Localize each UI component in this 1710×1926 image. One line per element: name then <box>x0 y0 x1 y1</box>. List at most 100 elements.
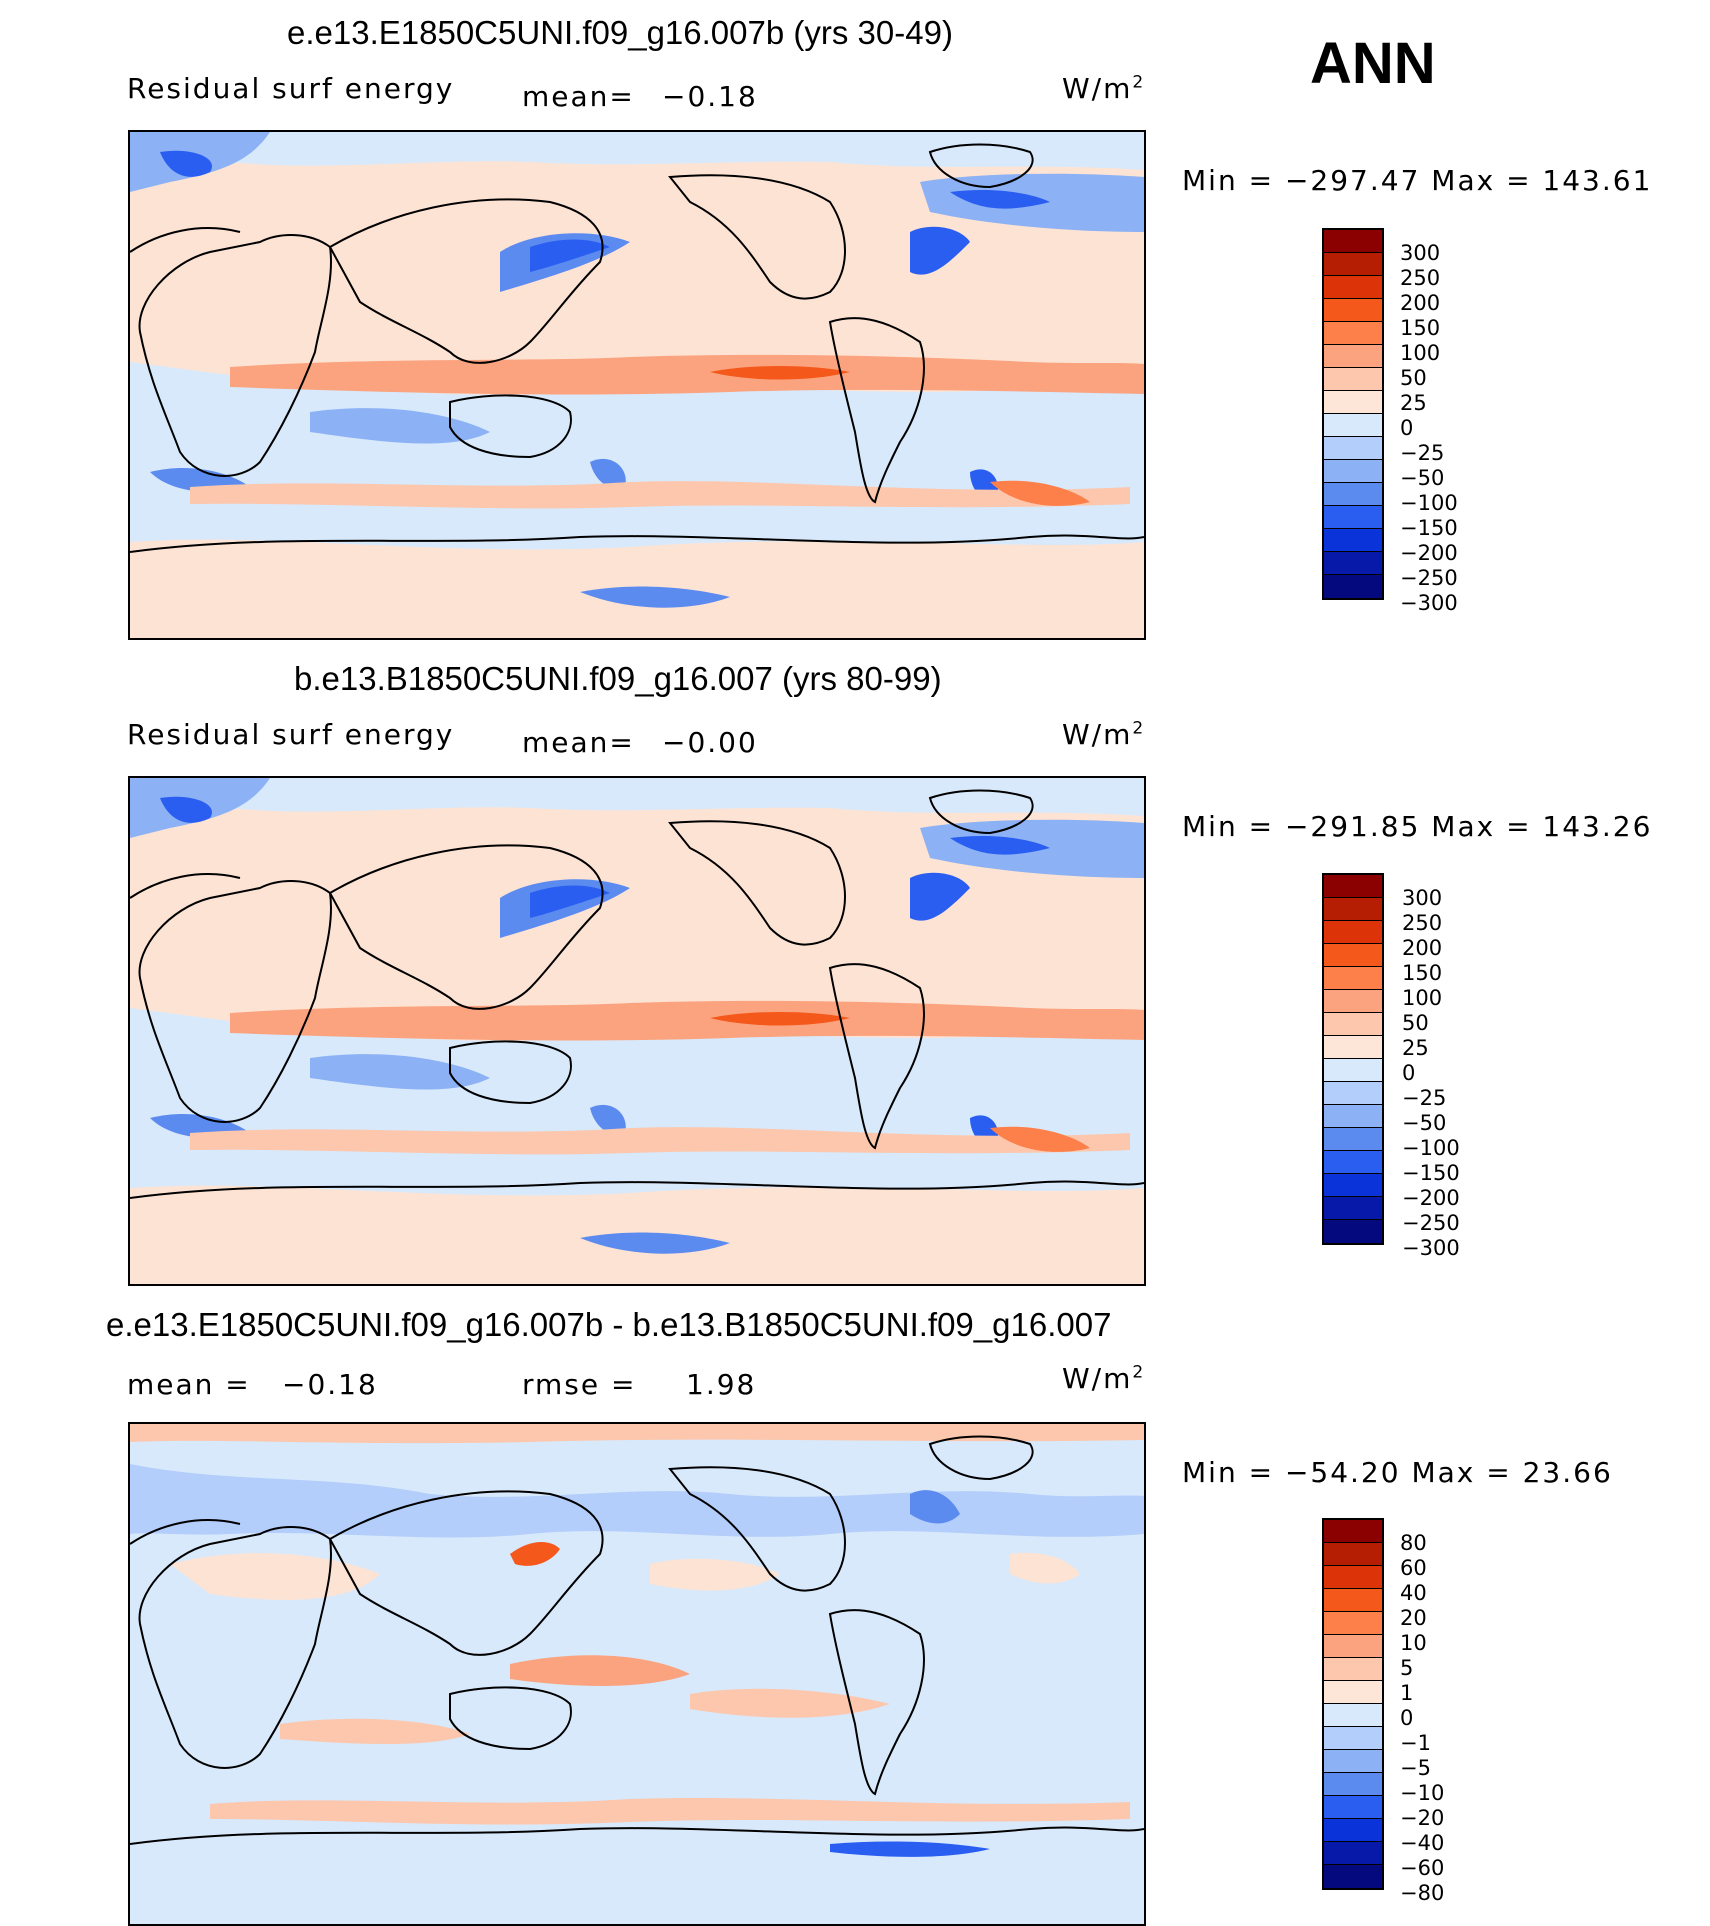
panel1-colorbar-box <box>1324 460 1382 483</box>
colorbar-tick-label: 0 <box>1402 1061 1416 1085</box>
panel3-colorbar-box <box>1324 1750 1382 1773</box>
colorbar-tick-label: 50 <box>1400 366 1427 390</box>
panel2-arctic-band <box>130 778 1144 816</box>
panel3-colorbar-box <box>1324 1543 1382 1566</box>
panel3-atlantic-warm <box>1010 1552 1080 1584</box>
panel1-colorbar-box <box>1324 529 1382 552</box>
panel2-colorbar-box <box>1324 990 1382 1013</box>
colorbar-tick-label: −1 <box>1400 1731 1431 1755</box>
panel2-colorbar-box <box>1324 875 1382 898</box>
colorbar-tick-label: −25 <box>1402 1086 1447 1110</box>
panel2-mean-value: −0.00 <box>662 726 758 759</box>
panel2-southern-ocean-warm <box>190 1127 1130 1155</box>
panel2-colorbar-box <box>1324 1082 1382 1105</box>
panel3-colorbar-box <box>1324 1773 1382 1796</box>
panel1-na-core <box>950 190 1050 209</box>
panel3-antarctica <box>130 1826 1144 1845</box>
panel3-mean-value: −0.18 <box>282 1368 378 1401</box>
colorbar-tick-label: −5 <box>1400 1756 1431 1780</box>
panel2-colorbar-box <box>1324 1036 1382 1059</box>
panel3-weddell-cold <box>830 1841 990 1857</box>
colorbar-tick-label: −25 <box>1400 441 1445 465</box>
panel2-colorbar-box <box>1324 1220 1382 1243</box>
panel3-north-america <box>668 1466 846 1592</box>
panel2-kuroshio-core <box>530 885 610 918</box>
panel1-asia <box>328 198 604 364</box>
panel2-sw-atlantic-warm <box>990 1126 1090 1152</box>
panel2-equatorial-warm-band <box>230 1000 1144 1041</box>
colorbar-tick-label: 1 <box>1400 1681 1414 1705</box>
colorbar-tick-label: 250 <box>1400 266 1441 290</box>
colorbar-tick-label: 40 <box>1400 1581 1427 1605</box>
panel3-coastlines <box>130 1435 1144 1845</box>
panel3-rmse-value: 1.98 <box>686 1368 757 1401</box>
panel3-colorbar-box <box>1324 1842 1382 1865</box>
panel1-europe <box>130 227 241 253</box>
panel1-antarctica <box>130 534 1144 553</box>
colorbar-tick-label: −10 <box>1400 1781 1445 1805</box>
panel1-colorbar-box <box>1324 345 1382 368</box>
panel1-africa <box>138 234 332 477</box>
panel1-colorbar <box>1322 228 1384 600</box>
colorbar-tick-label: 5 <box>1400 1656 1414 1680</box>
panel3-colorbar-labels: 80 60 40 20 10 5 1 0 −1 −5 −10 −20 −40 −… <box>1400 1531 1444 1906</box>
panel1-map <box>128 130 1146 640</box>
panel2-colorbar-box <box>1324 921 1382 944</box>
panel2-map-svg <box>130 778 1144 1284</box>
panel3-colorbar-box <box>1324 1589 1382 1612</box>
panel2-colorbar-box <box>1324 1013 1382 1036</box>
panel3-min-max: Min = −54.20 Max = 23.66 <box>1182 1456 1613 1489</box>
panel2-ross-sea <box>580 1232 730 1254</box>
panel1-colorbar-box <box>1324 322 1382 345</box>
panel1-australia <box>449 394 572 459</box>
colorbar-tick-label: 25 <box>1400 391 1427 415</box>
panel3-south-america <box>828 1609 925 1796</box>
colorbar-tick-label: 20 <box>1400 1606 1427 1630</box>
panel1-gulf-stream <box>910 226 970 275</box>
panel1-colorbar-box <box>1324 368 1382 391</box>
panel2-colorbar-box <box>1324 1128 1382 1151</box>
panel2-africa <box>138 880 332 1123</box>
panel1-units: W/m2 <box>1062 72 1146 105</box>
colorbar-tick-label: −80 <box>1400 1881 1445 1905</box>
colorbar-tick-label: −20 <box>1400 1806 1445 1830</box>
colorbar-tick-label: 0 <box>1400 416 1414 440</box>
panel3-colorbar-box <box>1324 1727 1382 1750</box>
colorbar-tick-label: −150 <box>1400 516 1458 540</box>
panel1-map-svg <box>130 132 1144 638</box>
panel1-equatorial-warm-band <box>230 354 1144 395</box>
panel2-gulf-stream <box>910 872 970 921</box>
colorbar-tick-label: 300 <box>1402 886 1443 910</box>
colorbar-tick-label: −40 <box>1400 1831 1445 1855</box>
panel1-blue-core-nw <box>160 150 212 177</box>
panel2-colorbar-box <box>1324 898 1382 921</box>
panel1-colorbar-box <box>1324 483 1382 506</box>
panel3-north-pacific-patch <box>650 1558 780 1591</box>
colorbar-tick-label: 60 <box>1400 1556 1427 1580</box>
panel3-units: W/m2 <box>1062 1362 1146 1395</box>
panel3-colorbar-box <box>1324 1658 1382 1681</box>
panel1-min-max: Min = −297.47 Max = 143.61 <box>1182 164 1653 197</box>
panel2-na-core <box>950 836 1050 855</box>
panel1-colorbar-box <box>1324 276 1382 299</box>
colorbar-tick-label: 100 <box>1400 341 1441 365</box>
panel2-colorbar-labels: 300 250 200 150 100 50 25 0 −25 −50 −100… <box>1402 886 1460 1261</box>
colorbar-tick-label: 300 <box>1400 241 1441 265</box>
colorbar-tick-label: 250 <box>1402 911 1443 935</box>
panel3-central-pacific-warm <box>510 1655 690 1686</box>
panel2-australia <box>449 1040 572 1105</box>
panel3-greenland <box>928 1435 1034 1481</box>
colorbar-tick-label: 10 <box>1400 1631 1427 1655</box>
panel3-labrador-cold <box>910 1490 960 1524</box>
panel3-arctic-warm <box>130 1424 1144 1444</box>
season-label: ANN <box>1310 31 1436 96</box>
panel1-colorbar-box <box>1324 414 1382 437</box>
panel1-east-pacific-core <box>710 366 850 380</box>
panel2-colorbar-box <box>1324 1151 1382 1174</box>
panel1-tasman <box>590 458 626 489</box>
colorbar-tick-label: 100 <box>1402 986 1443 1010</box>
panel2-map <box>128 776 1146 1286</box>
panel1-sw-atlantic-warm <box>990 480 1090 506</box>
colorbar-tick-label: −250 <box>1402 1211 1460 1235</box>
panel3-colorbar-box <box>1324 1520 1382 1543</box>
